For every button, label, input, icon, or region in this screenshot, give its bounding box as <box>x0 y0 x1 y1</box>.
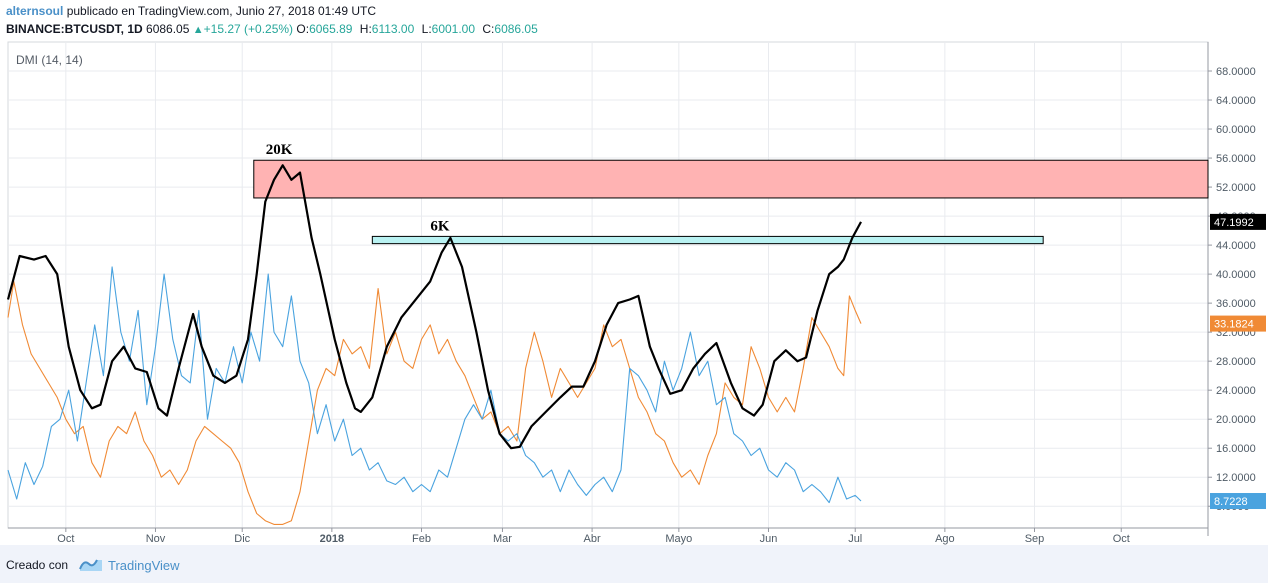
y-tick-label: 28.0000 <box>1216 356 1256 368</box>
ohlc-open-value: 6065.89 <box>309 22 353 36</box>
y-tick-label: 68.0000 <box>1216 66 1256 78</box>
y-tick-label: 36.0000 <box>1216 298 1256 310</box>
x-tick-label: Nov <box>146 533 166 545</box>
x-tick-label: Jul <box>848 533 862 545</box>
y-tick-label: 56.0000 <box>1216 153 1256 165</box>
series-line-plus_di[interactable] <box>7 266 862 504</box>
symbol-name: BINANCE:BTCUSDT, 1D <box>6 22 143 36</box>
author-name[interactable]: alternsoul <box>6 4 64 18</box>
ohlc-close-value: 6086.05 <box>494 22 538 36</box>
x-tick-label: Sep <box>1025 533 1045 545</box>
series-line-adx[interactable] <box>6 164 862 450</box>
tradingview-brand-link[interactable]: TradingView <box>108 558 180 573</box>
x-tick-label: 2018 <box>320 533 344 545</box>
y-tick-label: 52.0000 <box>1216 182 1256 194</box>
last-value-label: 8.7228 <box>1214 496 1248 508</box>
tradingview-logo-icon[interactable] <box>78 555 104 573</box>
ohlc-close-key: C: <box>482 22 495 36</box>
x-tick-label: Oct <box>57 533 74 545</box>
zone-label: 6K <box>430 218 450 234</box>
x-tick-label: Dic <box>234 533 250 545</box>
x-tick-label: Ago <box>935 533 955 545</box>
y-tick-label: 40.0000 <box>1216 269 1256 281</box>
y-tick-label: 64.0000 <box>1216 95 1256 107</box>
last-value-badge-adx <box>1210 213 1266 230</box>
x-tick-label: Mar <box>493 533 512 545</box>
last-value-label: 33.1824 <box>1214 319 1254 331</box>
y-tick-label: 12.0000 <box>1216 472 1256 484</box>
x-tick-label: Jun <box>760 533 778 545</box>
published-info: publicado en TradingView.com, Junio 27, … <box>66 4 377 18</box>
dmi-chart[interactable]: 68.000064.000060.000056.000052.000048.00… <box>0 0 1268 545</box>
y-tick-label: 60.0000 <box>1216 124 1256 136</box>
indicator-label[interactable]: DMI (14, 14) <box>16 53 83 67</box>
ohlc-high-key: H: <box>359 22 372 36</box>
price-change: +15.27 (+0.25%) <box>203 22 294 36</box>
ohlc-high-value: 6113.00 <box>371 22 415 36</box>
zone-rect-20k[interactable] <box>253 159 1209 199</box>
ohlc-open-key: O: <box>296 22 310 36</box>
last-value-badge-minus_di <box>1210 315 1266 332</box>
symbol-line: BINANCE:BTCUSDT, 1D 6086.05 ▲+15.27 (+0.… <box>6 22 542 36</box>
ohlc-low-value: 6001.00 <box>431 22 476 36</box>
publish-line: alternsoul publicado en TradingView.com,… <box>6 4 376 18</box>
y-tick-label: 16.0000 <box>1216 443 1256 455</box>
up-triangle-icon: ▲ <box>192 24 204 36</box>
x-tick-label: Oct <box>1113 533 1130 545</box>
y-tick-label: 20.0000 <box>1216 414 1256 426</box>
ohlc-low-key: L: <box>421 22 432 36</box>
x-tick-label: Feb <box>412 533 431 545</box>
zone-label: 20K <box>266 142 293 158</box>
last-value-label: 47.1992 <box>1214 217 1254 229</box>
last-price: 6086.05 <box>146 22 190 36</box>
last-value-badge-plus_di <box>1210 493 1266 510</box>
plot-area[interactable] <box>7 41 1209 529</box>
footer-bar: Creado con TradingView <box>0 545 1268 583</box>
y-tick-label: 44.0000 <box>1216 240 1256 252</box>
chart-header: alternsoul publicado en TradingView.com,… <box>0 0 1268 40</box>
x-tick-label: Abr <box>584 533 601 545</box>
series-line-minus_di[interactable] <box>7 280 862 525</box>
zone-rect-6k[interactable] <box>371 235 1044 245</box>
x-tick-label: Mayo <box>665 533 692 545</box>
created-with-label: Creado con <box>6 558 69 572</box>
y-tick-label: 24.0000 <box>1216 385 1256 397</box>
